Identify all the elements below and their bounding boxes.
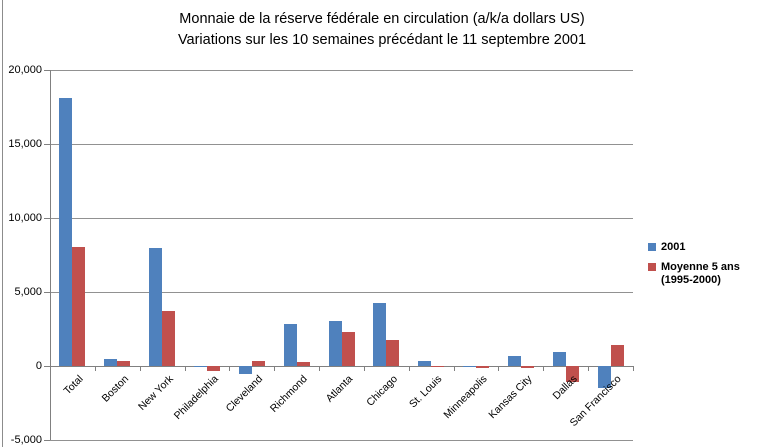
x-axis-label-Kansas City: Kansas City bbox=[486, 373, 535, 422]
gridline-5,000 bbox=[50, 292, 633, 293]
bar-Moyenne-Atlanta bbox=[341, 331, 355, 366]
x-axis-tick bbox=[408, 366, 410, 371]
chart-title-line2: Variations sur les 10 semaines précédant… bbox=[177, 32, 587, 48]
y-axis-label: 15,000 bbox=[8, 138, 42, 150]
x-axis-label-Chicago: Chicago bbox=[364, 373, 400, 409]
bar-2001-Philadelphia bbox=[193, 366, 207, 367]
x-axis-label-St. Louis: St. Louis bbox=[407, 373, 445, 411]
x-axis-label-New York: New York bbox=[135, 373, 176, 413]
bar-2001-Boston bbox=[104, 358, 118, 366]
y-axis-label: 0 bbox=[35, 360, 42, 372]
x-axis-tick bbox=[184, 366, 186, 371]
x-axis-tick bbox=[50, 366, 51, 371]
x-axis-label-Cleveland: Cleveland bbox=[223, 373, 266, 415]
gridline-15,000 bbox=[50, 144, 633, 145]
gridline-20,000 bbox=[50, 70, 633, 71]
chart-title: Monnaie de la réserve fédérale en circul… bbox=[0, 9, 764, 51]
legend-swatch-moyenne bbox=[648, 263, 656, 271]
bar-2001-Cleveland bbox=[238, 366, 252, 375]
y-axis-tick bbox=[44, 440, 50, 441]
bar-Moyenne-Kansas City bbox=[520, 366, 534, 369]
bar-2001-Dallas bbox=[552, 351, 566, 366]
bar-Moyenne-St. Louis bbox=[431, 366, 445, 367]
gridline--5,000 bbox=[50, 440, 633, 441]
bar-2001-Richmond bbox=[283, 323, 297, 366]
y-axis-label: 5,000 bbox=[14, 286, 42, 298]
bar-2001-St. Louis bbox=[418, 360, 432, 366]
y-axis-label: -5,000 bbox=[10, 434, 42, 446]
bar-2001-New York bbox=[149, 248, 163, 366]
x-axis-tick bbox=[453, 366, 455, 371]
bar-Moyenne-Dallas bbox=[565, 366, 579, 383]
y-axis-tick bbox=[44, 144, 50, 145]
bar-2001-Atlanta bbox=[328, 320, 342, 366]
bar-Moyenne-Boston bbox=[117, 360, 131, 366]
y-axis-tick bbox=[44, 70, 50, 71]
x-axis-label-Total: Total bbox=[61, 373, 86, 398]
x-axis-tick bbox=[274, 366, 276, 371]
x-axis-tick bbox=[319, 366, 321, 371]
gridline-10,000 bbox=[50, 218, 633, 219]
bar-Moyenne-New York bbox=[162, 311, 176, 366]
bar-Moyenne-San Francisco bbox=[610, 344, 624, 366]
x-axis-tick bbox=[633, 366, 634, 371]
bar-2001-Chicago bbox=[373, 302, 387, 366]
y-axis-label: 10,000 bbox=[8, 212, 42, 224]
x-axis-tick bbox=[588, 366, 590, 371]
bar-2001-Kansas City bbox=[507, 356, 521, 366]
x-axis-label-Atlanta: Atlanta bbox=[323, 373, 355, 405]
chart-title-line1: Monnaie de la réserve fédérale en circul… bbox=[179, 11, 585, 27]
x-axis-label-Boston: Boston bbox=[99, 373, 131, 405]
y-axis-tick bbox=[44, 292, 50, 293]
x-axis-tick bbox=[543, 366, 545, 371]
y-axis-tick bbox=[44, 366, 50, 367]
x-axis-tick bbox=[94, 366, 96, 371]
x-axis-tick bbox=[363, 366, 365, 371]
y-axis-line bbox=[50, 70, 51, 440]
x-axis-line bbox=[50, 366, 634, 367]
bar-2001-Minneapolis bbox=[463, 366, 477, 368]
legend-item-2001: 2001 bbox=[648, 241, 760, 254]
bar-Moyenne-Total bbox=[72, 246, 86, 366]
legend: 2001 Moyenne 5 ans (1995-2000) bbox=[648, 241, 760, 294]
x-axis-tick bbox=[139, 366, 141, 371]
bar-Moyenne-Cleveland bbox=[251, 361, 265, 366]
legend-label-2001: 2001 bbox=[661, 241, 686, 253]
x-axis-label-Richmond: Richmond bbox=[268, 373, 311, 415]
x-axis-label-Dallas: Dallas bbox=[550, 373, 580, 403]
bar-Moyenne-Richmond bbox=[296, 362, 310, 366]
legend-item-moyenne: Moyenne 5 ans (1995-2000) bbox=[648, 261, 760, 287]
bar-2001-San Francisco bbox=[597, 366, 611, 389]
legend-swatch-2001 bbox=[648, 243, 656, 251]
bar-Moyenne-Minneapolis bbox=[476, 366, 490, 368]
y-axis-label: 20,000 bbox=[8, 64, 42, 76]
x-axis-tick bbox=[498, 366, 500, 371]
x-axis-tick bbox=[229, 366, 231, 371]
bar-Moyenne-Chicago bbox=[386, 339, 400, 366]
chart-left-border bbox=[2, 0, 3, 447]
x-axis-label-Minneapolis: Minneapolis bbox=[441, 373, 490, 422]
bar-2001-Total bbox=[59, 98, 73, 366]
bar-Moyenne-Philadelphia bbox=[206, 366, 220, 372]
x-axis-label-Philadelphia: Philadelphia bbox=[171, 373, 221, 422]
legend-label-moyenne: Moyenne 5 ans (1995-2000) bbox=[661, 261, 740, 286]
y-axis-tick bbox=[44, 218, 50, 219]
